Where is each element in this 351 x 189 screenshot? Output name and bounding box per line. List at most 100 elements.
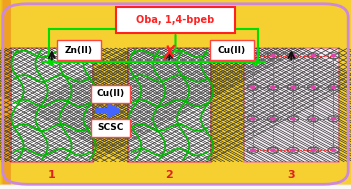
Bar (0, 0, 5, 189)
Bar (0, 185, 351, 188)
Bar (3, 0, 8, 189)
Bar (2, 0, 6, 189)
Bar (0, 0, 5, 189)
FancyBboxPatch shape (128, 48, 211, 162)
Bar (0, 184, 351, 187)
Text: Cu(II): Cu(II) (97, 89, 125, 98)
Bar (0, 184, 351, 187)
Bar (0, 185, 351, 188)
Bar (0, 186, 351, 188)
Bar (4, 0, 8, 189)
Circle shape (251, 86, 255, 88)
Bar (3, 0, 7, 189)
FancyBboxPatch shape (11, 48, 93, 162)
Text: Zn(II): Zn(II) (65, 46, 93, 55)
Bar (1, 0, 6, 189)
Bar (4, 0, 8, 189)
Circle shape (291, 86, 295, 88)
Circle shape (331, 118, 336, 120)
Bar (1, 0, 6, 189)
Bar (0, 185, 351, 188)
Bar (0, 185, 351, 187)
Bar (0, 185, 351, 188)
Bar (4, 0, 9, 189)
Bar (0, 185, 351, 188)
Bar (2, 0, 7, 189)
Bar (0, 184, 351, 187)
Bar (4, 0, 9, 189)
Bar (0, 186, 351, 188)
Bar (3, 0, 7, 189)
Bar (0, 184, 351, 187)
Bar (4, 0, 9, 189)
FancyBboxPatch shape (116, 7, 235, 33)
Bar (0, 186, 351, 189)
Bar (0, 186, 351, 189)
Bar (0, 186, 351, 189)
Bar (1, 0, 5, 189)
Bar (0, 186, 351, 188)
Bar (0, 186, 351, 188)
Bar (3, 0, 8, 189)
Bar (0, 185, 351, 188)
Bar (0, 0, 5, 189)
Bar (0, 186, 351, 189)
Bar (2, 0, 7, 189)
Bar (0, 184, 351, 187)
Bar (0, 185, 351, 188)
Bar (4, 0, 9, 189)
Circle shape (291, 55, 295, 57)
Text: SCSC: SCSC (97, 123, 124, 132)
Bar (0, 186, 351, 189)
Circle shape (311, 149, 315, 151)
Bar (4, 0, 8, 189)
Bar (0, 185, 351, 187)
Bar (0, 186, 351, 188)
Bar (0, 186, 351, 188)
Bar (0, 185, 351, 187)
Bar (1, 0, 6, 189)
Bar (2, 0, 7, 189)
Bar (1, 0, 6, 189)
Text: Oba, 1,4-bpeb: Oba, 1,4-bpeb (137, 15, 214, 25)
Bar (0, 185, 351, 188)
Bar (2, 0, 7, 189)
Bar (2, 0, 7, 189)
Bar (0, 184, 351, 187)
Bar (1, 0, 6, 189)
Bar (4, 0, 8, 189)
Bar (0, 0, 5, 189)
Circle shape (251, 118, 255, 120)
Bar (2, 0, 6, 189)
Bar (0, 185, 351, 187)
Bar (4, 0, 8, 189)
Bar (0, 186, 351, 188)
Bar (1, 0, 6, 189)
Circle shape (311, 86, 315, 88)
Circle shape (291, 149, 295, 151)
Bar (1, 0, 6, 189)
Bar (4, 0, 8, 189)
Bar (0, 185, 351, 187)
Bar (2, 0, 7, 189)
Circle shape (251, 55, 255, 57)
Bar (0, 185, 351, 188)
Bar (2, 0, 7, 189)
Bar (1, 0, 5, 189)
Bar (3, 0, 7, 189)
Bar (0, 185, 351, 187)
FancyBboxPatch shape (91, 85, 130, 102)
Bar (2, 0, 7, 189)
Circle shape (291, 118, 295, 120)
Bar (0, 185, 351, 187)
Bar (0, 185, 351, 187)
Bar (3, 0, 7, 189)
FancyBboxPatch shape (210, 40, 254, 60)
FancyBboxPatch shape (244, 48, 339, 162)
Bar (0, 186, 351, 189)
Bar (0, 184, 351, 187)
Text: 2: 2 (165, 170, 173, 180)
Bar (0, 186, 351, 188)
Bar (2, 0, 7, 189)
Bar (0, 0, 5, 189)
